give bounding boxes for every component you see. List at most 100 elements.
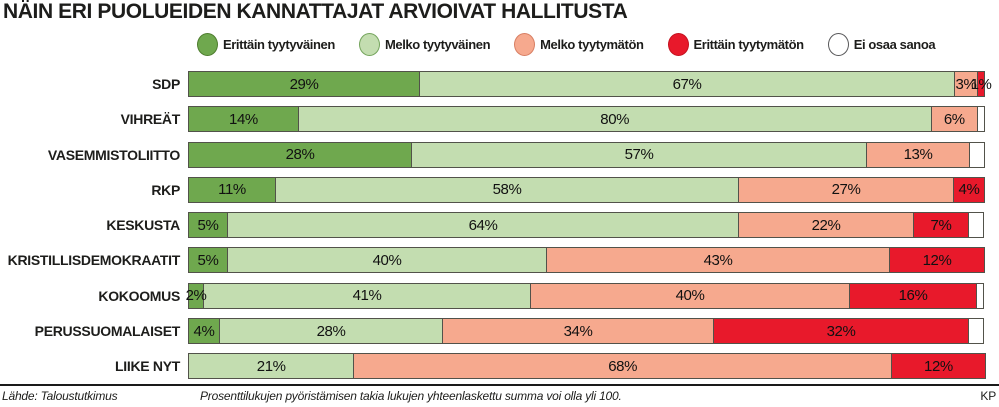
segment-ei-osaa-sanoa: [969, 141, 985, 168]
chart-row-kristillisdemokraatit: KRISTILLISDEMOKRAATIT 5% 40% 43% 12%: [0, 247, 988, 274]
segment-erittain-tyytymaton: 32%: [713, 318, 969, 345]
segment-value: 67%: [672, 75, 702, 93]
legend-item-ei-osaa-sanoa: Ei osaa sanoa: [827, 32, 936, 56]
legend-swatch-icon: [514, 32, 536, 56]
chart-row-liike-nyt: LIIKE NYT 21% 68% 12%: [0, 353, 988, 380]
legend-swatch-icon: [827, 32, 849, 56]
segment-erittain-tyytyvainen: 14%: [188, 106, 299, 133]
segment-value: 16%: [898, 287, 928, 305]
segment-value: 41%: [352, 287, 382, 305]
segment-value: 21%: [256, 357, 286, 375]
legend-label: Ei osaa sanoa: [853, 36, 936, 52]
party-label: PERUSSUOMALAISET: [34, 323, 181, 340]
legend-swatch-icon: [197, 32, 218, 56]
chart-row-kokoomus: KOKOOMUS 2% 41% 40% 16%: [0, 282, 988, 309]
stacked-bar: 5% 40% 43% 12%: [188, 247, 988, 274]
stacked-bar: 14% 80% 6%: [188, 106, 988, 133]
segment-melko-tyytyvainen: 28%: [219, 318, 443, 345]
segment-value: 57%: [624, 146, 654, 164]
segment-ei-osaa-sanoa: [976, 282, 984, 309]
stacked-bar: 4% 28% 34% 32%: [188, 318, 988, 345]
segment-value: 58%: [492, 181, 522, 199]
legend-label: Erittäin tyytymätön: [693, 36, 805, 52]
legend-item-erittain-tyytyvainen: Erittäin tyytyväinen: [197, 32, 335, 56]
legend-swatch-icon: [667, 32, 689, 56]
segment-erittain-tyytyvainen: 2%: [185, 282, 207, 309]
segment-value: 43%: [703, 251, 733, 269]
segment-value: 40%: [372, 251, 402, 269]
segment-erittain-tyytymaton: 12%: [890, 353, 986, 380]
stacked-bar: 2% 41% 40% 16%: [185, 282, 988, 309]
segment-erittain-tyytymaton: 16%: [849, 282, 977, 309]
segment-value: 28%: [285, 146, 315, 164]
credit-text: KP: [980, 389, 996, 403]
segment-value: 32%: [826, 322, 856, 340]
stacked-bar: 5% 64% 22% 7%: [188, 212, 988, 239]
segment-melko-tyytymaton: 13%: [866, 141, 970, 168]
legend-swatch-icon: [358, 32, 380, 56]
chart-row-vihreat: VIHREÄT 14% 80% 6%: [0, 106, 988, 133]
segment-melko-tyytyvainen: 21%: [188, 353, 355, 380]
chart-row-sdp: SDP 29% 67% 3% 1%: [0, 71, 992, 97]
segment-melko-tyytyvainen: 80%: [297, 106, 932, 133]
segment-melko-tyytyvainen: 41%: [203, 282, 531, 309]
legend-label: Erittäin tyytyväinen: [223, 36, 335, 52]
footer-divider: [0, 384, 999, 386]
segment-melko-tyytyvainen: 67%: [419, 71, 955, 97]
stacked-bar: 29% 67% 3% 1%: [188, 71, 992, 97]
segment-melko-tyytyvainen: 58%: [275, 176, 739, 203]
segment-value: 7%: [930, 216, 952, 234]
segment-value: 27%: [831, 181, 861, 199]
segment-value: 11%: [218, 181, 246, 199]
segment-value: 22%: [811, 216, 841, 234]
segment-ei-osaa-sanoa: [977, 106, 985, 133]
segment-melko-tyytymaton: 68%: [353, 353, 892, 380]
segment-melko-tyytymaton: 43%: [546, 247, 890, 274]
stacked-bar: 21% 68% 12%: [188, 353, 988, 380]
party-label: KESKUSTA: [106, 217, 180, 234]
segment-value: 2%: [185, 287, 207, 305]
legend-item-erittain-tyytymaton: Erittäin tyytymätön: [667, 32, 805, 56]
segment-value: 12%: [922, 251, 952, 269]
segment-erittain-tyytyvainen: 5%: [188, 212, 228, 239]
stacked-bar-chart: SDP 29% 67% 3% 1% VIHREÄT 14% 80% 6% VASEMMISTOLI…: [0, 71, 992, 389]
segment-erittain-tyytymaton: 1%: [971, 71, 992, 97]
segment-melko-tyytymaton: 34%: [442, 318, 714, 345]
party-label: RKP: [151, 181, 180, 198]
segment-value: 13%: [903, 146, 933, 164]
segment-erittain-tyytymaton: 7%: [913, 212, 969, 239]
stacked-bar: 28% 57% 13%: [188, 141, 988, 168]
segment-value: 80%: [600, 110, 630, 128]
segment-value: 5%: [197, 216, 219, 234]
segment-value: 4%: [958, 181, 980, 199]
segment-erittain-tyytymaton: 4%: [953, 176, 985, 203]
party-label: KRISTILLISDEMOKRAATIT: [7, 252, 181, 269]
segment-melko-tyytymaton: 6%: [930, 106, 979, 133]
legend-label: Melko tyytyväinen: [384, 36, 491, 52]
segment-erittain-tyytyvainen: 4%: [188, 318, 220, 345]
segment-erittain-tyytyvainen: 28%: [188, 141, 412, 168]
segment-value: 28%: [316, 322, 346, 340]
segment-erittain-tyytyvainen: 11%: [188, 176, 276, 203]
party-label: VASEMMISTOLIITTO: [47, 146, 180, 163]
chart-row-vasemmistoliitto: VASEMMISTOLIITTO 28% 57% 13%: [0, 141, 988, 168]
segment-ei-osaa-sanoa: [968, 318, 984, 345]
party-label: KOKOOMUS: [98, 287, 180, 304]
segment-melko-tyytymaton: 22%: [738, 212, 914, 239]
segment-erittain-tyytyvainen: 5%: [188, 247, 228, 274]
chart-row-perussuomalaiset: PERUSSUOMALAISET 4% 28% 34% 32%: [0, 318, 988, 345]
chart-row-keskusta: KESKUSTA 5% 64% 22% 7%: [0, 212, 988, 239]
source-text: Lähde: Taloustutkimus: [2, 389, 118, 403]
segment-value: 34%: [563, 322, 593, 340]
segment-melko-tyytymaton: 3%: [954, 71, 978, 97]
legend-label: Melko tyytymätön: [540, 36, 644, 52]
segment-erittain-tyytymaton: 12%: [889, 247, 985, 274]
party-label: LIIKE NYT: [115, 358, 180, 375]
legend-item-melko-tyytyvainen: Melko tyytyväinen: [358, 32, 491, 56]
segment-value: 3%: [955, 75, 977, 93]
party-label: SDP: [152, 76, 180, 92]
chart-row-rkp: RKP 11% 58% 27% 4%: [0, 176, 988, 203]
legend-item-melko-tyytymaton: Melko tyytymätön: [514, 32, 644, 56]
segment-value: 64%: [468, 216, 498, 234]
